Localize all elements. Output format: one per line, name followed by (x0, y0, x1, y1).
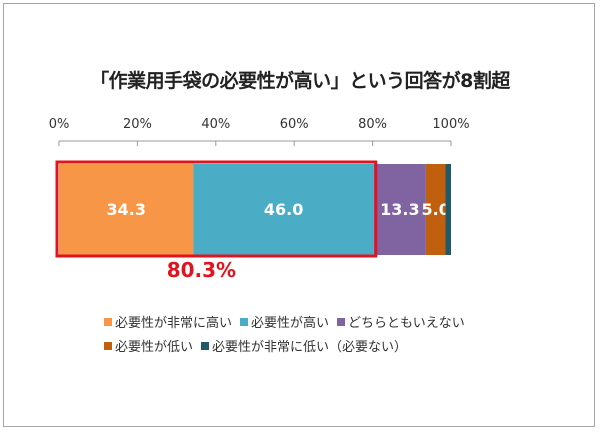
legend-swatch (337, 318, 346, 326)
legend-item: どちらともいえない (337, 312, 465, 336)
tick-label: 0% (49, 117, 70, 132)
bar-segment (59, 164, 194, 255)
legend-swatch (201, 342, 210, 350)
legend-item: 必要性が高い (240, 312, 329, 336)
legend-label: 必要性が低い (115, 340, 194, 355)
legend-item: 必要性が非常に高い (104, 312, 232, 336)
data-label: 13.3 (380, 200, 419, 219)
tick-label: 20% (123, 117, 152, 132)
legend-label: どちらともいえない (348, 316, 465, 331)
tick-label: 60% (280, 117, 309, 132)
chart-title: 「作業用手袋の必要性が高い」という回答が8割超 (90, 70, 510, 92)
bar-segment (193, 164, 374, 255)
legend-label: 必要性が非常に低い（必要ない） (212, 340, 408, 355)
legend-swatch (104, 342, 112, 350)
legend-swatch (104, 318, 112, 326)
highlight-box (55, 160, 378, 258)
legend-label: 必要性が高い (251, 316, 330, 331)
tick-label: 80% (358, 117, 387, 132)
bar-segment (445, 164, 451, 255)
bar-segment (425, 164, 446, 255)
chart-frame (3, 3, 595, 427)
tick-label: 40% (201, 117, 230, 132)
legend: 必要性が非常に高い 必要性が高い どちらともいえない必要性が低い 必要性が非常に低い（… (104, 312, 504, 360)
legend-item: 必要性が低い (104, 336, 193, 360)
data-label: 46.0 (264, 200, 303, 219)
annotation-label: 80.3% (167, 258, 236, 282)
data-label: 34.3 (106, 200, 145, 219)
data-label: 5.0 (422, 200, 450, 219)
tick-label: 100% (432, 117, 469, 132)
legend-swatch (240, 318, 249, 326)
legend-item: 必要性が非常に低い（必要ない） (201, 336, 407, 360)
bar-segment (373, 164, 426, 255)
legend-label: 必要性が非常に高い (115, 316, 233, 331)
